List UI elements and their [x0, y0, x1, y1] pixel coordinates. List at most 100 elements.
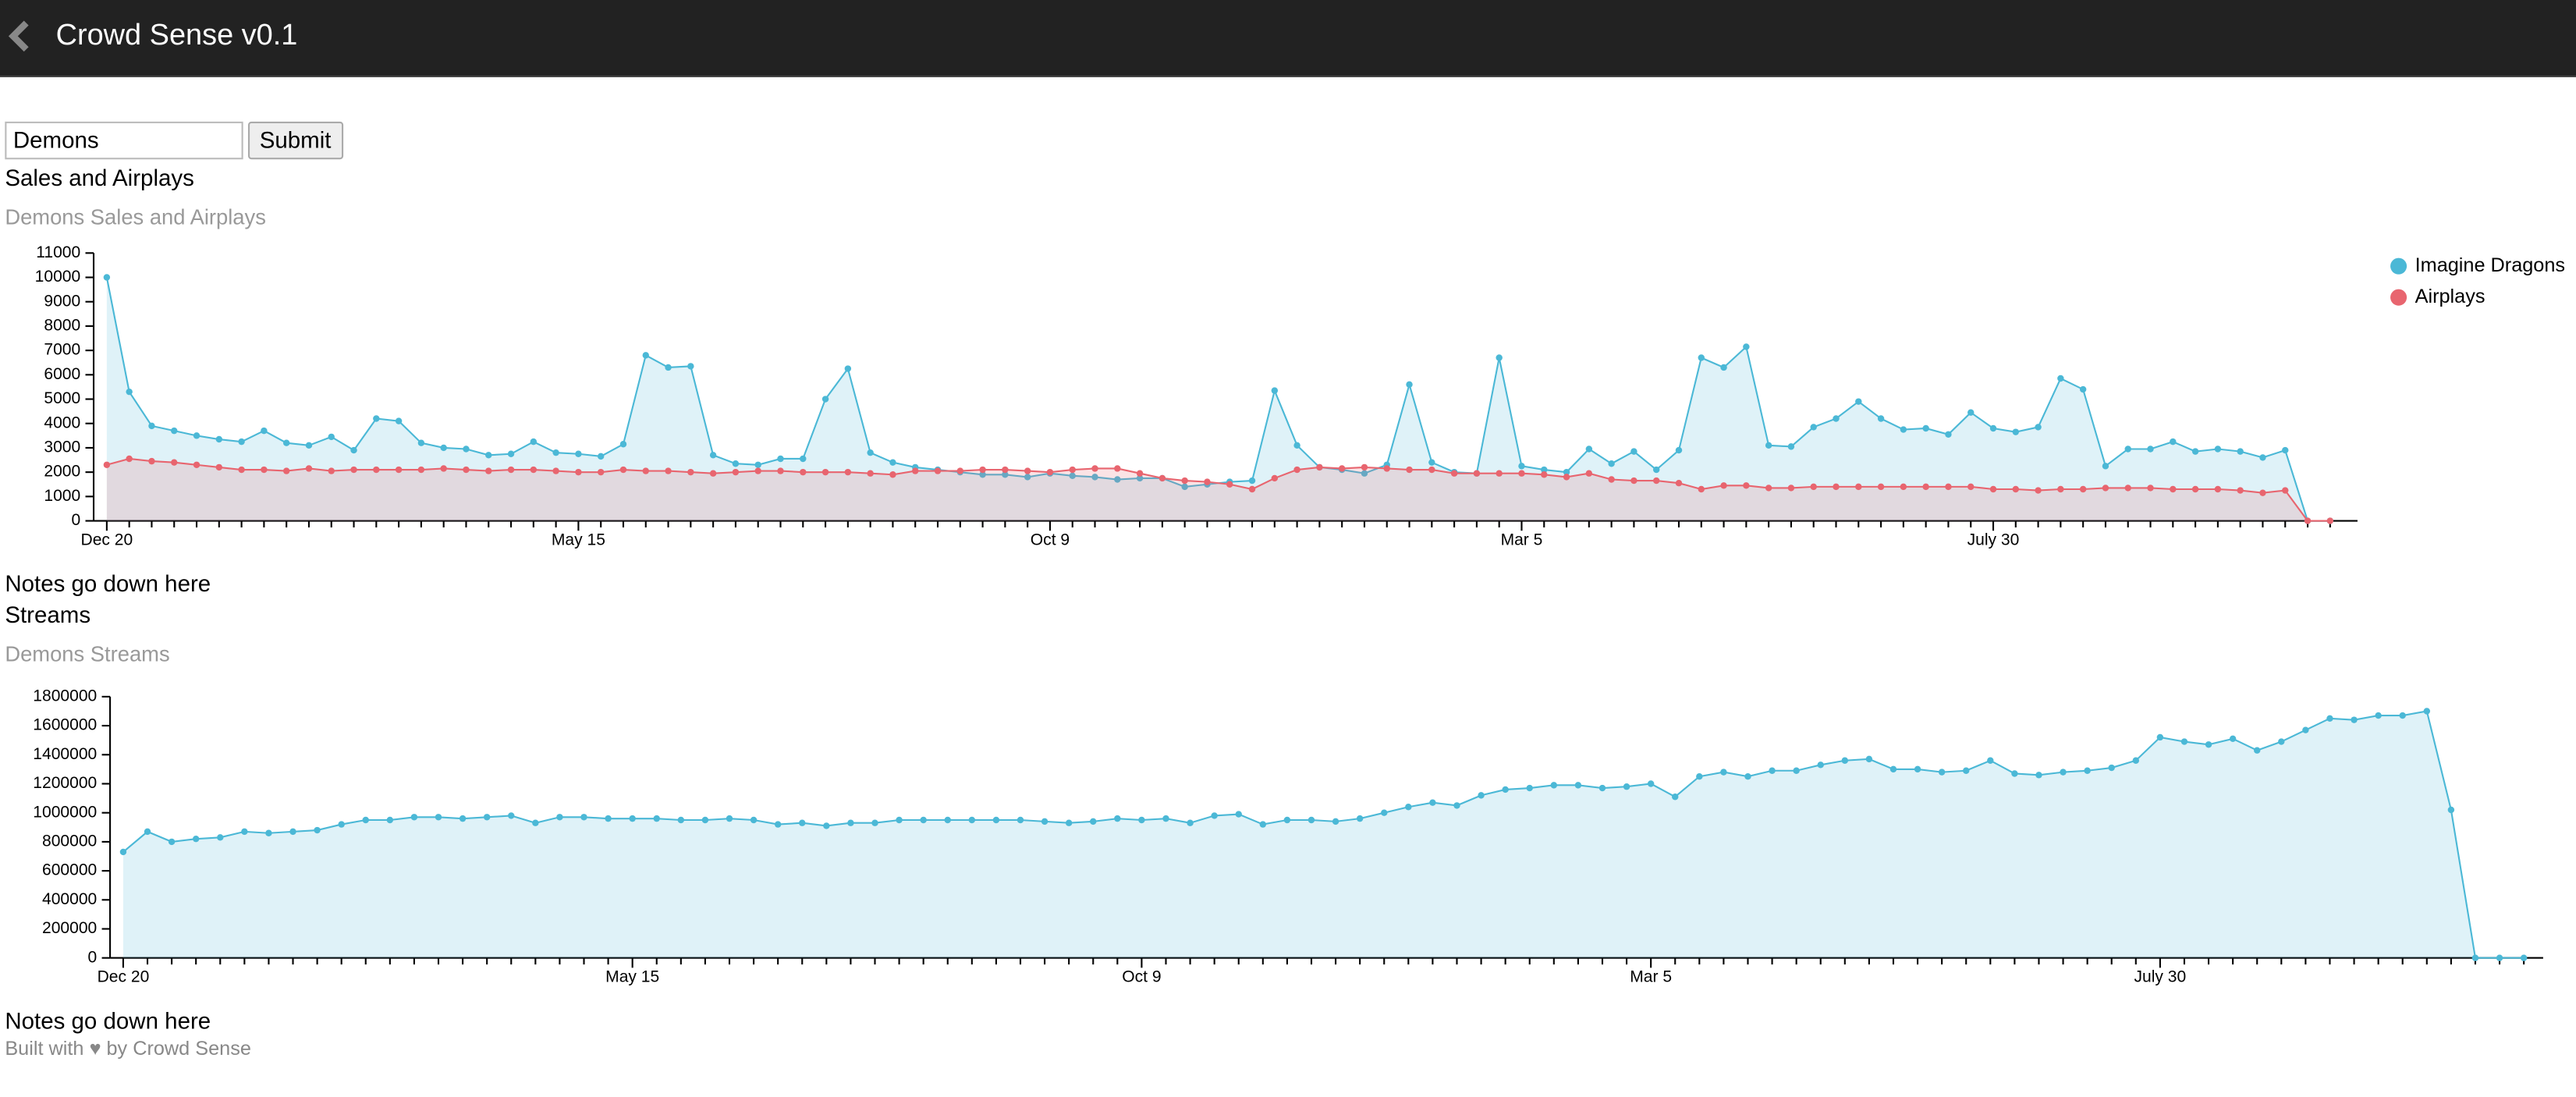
notes: Notes go down here	[5, 1006, 211, 1034]
point	[847, 819, 854, 826]
point	[2147, 446, 2154, 453]
point	[1526, 784, 1533, 792]
point	[774, 821, 782, 828]
point	[1877, 483, 1885, 491]
point	[920, 816, 927, 824]
y-tick-label: 1200000	[33, 774, 97, 792]
point	[1841, 757, 1849, 764]
x-tick-label: July 30	[2134, 968, 2187, 986]
point	[1235, 811, 1242, 818]
point	[754, 461, 761, 469]
point	[844, 365, 852, 372]
point	[1381, 809, 1388, 816]
y-tick-label: 600000	[42, 861, 97, 879]
point	[552, 467, 559, 474]
y-tick-label: 7000	[44, 341, 80, 359]
point	[2011, 770, 2018, 777]
point	[530, 438, 538, 446]
point	[1187, 819, 1194, 826]
point	[1810, 483, 1817, 491]
point	[1138, 816, 1145, 824]
point	[1361, 470, 1368, 477]
point	[1765, 442, 1772, 449]
point	[192, 835, 200, 843]
point	[1114, 815, 1121, 822]
point	[171, 427, 178, 435]
point	[350, 446, 357, 454]
x-tick-label: Dec 20	[98, 968, 150, 986]
point	[1002, 471, 1009, 478]
point	[2496, 954, 2503, 961]
point	[2254, 747, 2261, 754]
point	[2447, 806, 2455, 814]
point	[1361, 463, 1368, 471]
legend-label: Imagine Dragons	[2415, 254, 2565, 276]
point	[1967, 409, 1975, 416]
point	[1720, 482, 1727, 489]
point	[1833, 415, 1840, 422]
point	[459, 815, 467, 822]
point	[687, 468, 694, 476]
y-tick-label: 9000	[44, 292, 80, 310]
point	[1002, 466, 1009, 474]
point	[1429, 799, 1436, 806]
point	[2102, 485, 2109, 492]
y-tick-label: 8000	[44, 316, 80, 334]
point	[1271, 474, 1279, 482]
point	[1453, 802, 1460, 809]
notes: Notes go down here	[5, 570, 211, 597]
point	[2147, 485, 2154, 492]
point	[507, 450, 515, 457]
back-icon[interactable]	[6, 20, 33, 52]
point	[1046, 468, 1054, 476]
point	[2156, 733, 2164, 741]
point	[2012, 485, 2020, 493]
point	[871, 819, 878, 826]
point	[261, 466, 268, 474]
point	[575, 468, 582, 476]
chart-title: Demons Sales and Airplays	[5, 204, 266, 229]
search-input[interactable]: Demons	[5, 121, 243, 160]
point	[1332, 818, 1339, 825]
point	[1698, 354, 1705, 361]
point	[1585, 446, 1593, 453]
point	[2084, 767, 2091, 774]
point	[103, 274, 111, 281]
point	[2237, 448, 2244, 455]
point	[238, 466, 245, 474]
point	[1090, 818, 1097, 825]
point	[867, 449, 874, 456]
point	[463, 466, 470, 474]
point	[1041, 818, 1048, 825]
point	[2079, 485, 2087, 493]
x-tick-label: Oct 9	[1122, 968, 1161, 986]
point	[2079, 385, 2087, 393]
point	[1630, 448, 1637, 455]
point	[1787, 443, 1795, 450]
point	[665, 467, 672, 474]
point	[629, 815, 636, 822]
point	[934, 467, 942, 474]
point	[1900, 426, 1907, 433]
point	[821, 396, 829, 403]
y-tick-label: 5000	[44, 389, 80, 407]
y-tick-label: 1000	[44, 487, 80, 505]
point	[597, 468, 605, 476]
point	[2520, 954, 2528, 961]
point	[2108, 764, 2115, 772]
point	[619, 441, 627, 448]
point	[2191, 485, 2199, 493]
point	[1518, 470, 1525, 477]
point	[889, 471, 896, 478]
point	[912, 467, 919, 474]
point	[1987, 757, 1994, 764]
point	[2351, 716, 2358, 723]
point	[1158, 474, 1166, 482]
point	[265, 829, 272, 836]
submit-button[interactable]: Submit	[247, 121, 343, 160]
point	[417, 466, 425, 474]
point	[1162, 815, 1169, 822]
point	[1769, 767, 1776, 774]
point	[241, 828, 248, 836]
